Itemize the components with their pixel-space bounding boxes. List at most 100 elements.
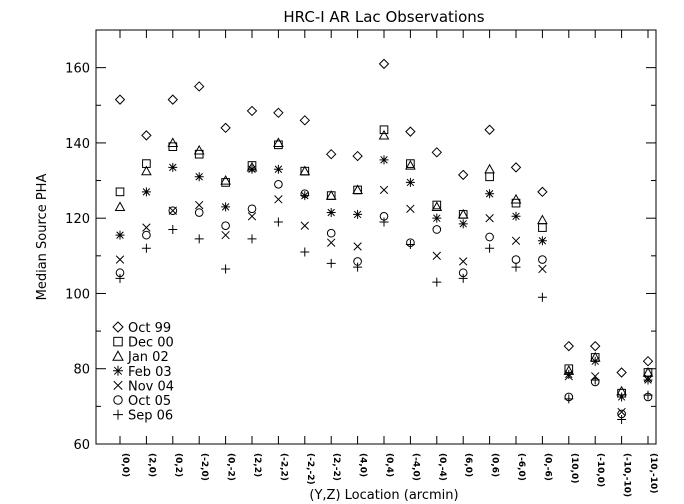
data-point	[142, 223, 151, 232]
data-point	[485, 243, 495, 253]
data-point	[642, 355, 654, 367]
data-point	[484, 163, 495, 174]
y-tick-label: 100	[65, 287, 90, 302]
data-point	[325, 190, 337, 200]
data-point	[432, 251, 441, 260]
x-tick-label: (0,2)	[173, 453, 183, 477]
data-point	[538, 223, 547, 232]
x-tick-label: (-10,-10)	[622, 453, 632, 497]
legend-marker	[113, 365, 123, 376]
data-point	[353, 242, 362, 251]
x-tick-label: (-2,-2)	[305, 453, 315, 485]
data-point	[353, 262, 363, 272]
data-point	[510, 193, 522, 204]
data-point	[537, 214, 548, 225]
data-point	[431, 147, 443, 158]
data-point	[617, 415, 627, 425]
data-point	[405, 126, 416, 137]
data-point	[617, 407, 626, 417]
data-point	[510, 162, 522, 173]
data-point	[141, 187, 151, 197]
data-point	[327, 238, 336, 247]
legend-marker	[113, 409, 123, 420]
data-point	[616, 367, 627, 378]
data-point	[406, 204, 415, 213]
data-point	[564, 372, 573, 381]
legend-marker	[113, 380, 123, 391]
data-point	[485, 232, 494, 242]
data-point	[406, 159, 415, 168]
data-point	[273, 137, 284, 148]
legend-marker	[113, 336, 123, 347]
data-point	[405, 240, 415, 250]
legend-label: Sep 06	[128, 409, 173, 424]
data-point	[564, 394, 574, 404]
x-tick-label: (-2,2)	[278, 453, 288, 481]
data-point	[485, 172, 494, 182]
data-point	[326, 228, 336, 238]
data-point	[432, 225, 442, 234]
data-point	[485, 214, 494, 223]
data-point	[511, 262, 521, 272]
y-tick-label: 140	[65, 137, 90, 152]
legend-marker	[112, 321, 124, 333]
x-tick-label: (-2,0)	[199, 453, 209, 481]
data-point	[141, 130, 152, 141]
data-point	[300, 221, 309, 230]
series-dec-00	[115, 125, 653, 398]
data-point	[273, 107, 284, 119]
legend-marker	[113, 395, 123, 405]
data-point	[643, 390, 653, 400]
legend-marker	[112, 350, 124, 361]
x-tick-label: (6,0)	[463, 453, 473, 477]
data-point	[194, 172, 204, 182]
data-point	[563, 340, 575, 352]
data-point	[220, 122, 231, 134]
legend-label: Oct 05	[128, 394, 171, 409]
data-point	[246, 105, 258, 117]
data-point	[352, 150, 363, 162]
data-point	[379, 155, 389, 165]
data-point	[378, 58, 390, 70]
y-tick-label: 80	[73, 363, 90, 378]
data-point	[274, 195, 283, 204]
legend-label: Feb 03	[128, 365, 172, 380]
x-tick-label: (0,-6)	[542, 453, 552, 481]
data-point	[590, 375, 600, 385]
series-sep-06	[115, 217, 653, 425]
data-point	[300, 189, 310, 199]
y-axis-label: Median Source PHA	[35, 174, 50, 301]
data-point	[485, 189, 495, 199]
data-point	[431, 201, 443, 211]
data-point	[273, 164, 283, 174]
x-tick-label: (0,6)	[490, 453, 500, 477]
data-point	[457, 208, 469, 219]
data-point	[168, 224, 178, 234]
data-point	[195, 200, 204, 210]
data-point	[247, 204, 257, 214]
data-point	[274, 140, 283, 150]
series-oct-05	[115, 179, 653, 419]
data-point	[353, 209, 363, 219]
x-tick-label: (-4,0)	[410, 453, 420, 481]
data-point	[537, 292, 547, 302]
data-point	[221, 264, 231, 274]
data-point	[538, 264, 547, 274]
data-point	[194, 208, 204, 217]
x-tick-label: (-6,0)	[516, 453, 526, 481]
data-point	[220, 175, 231, 185]
data-point	[589, 340, 601, 352]
data-point	[193, 144, 205, 155]
data-point	[432, 213, 442, 223]
data-point	[643, 375, 653, 385]
data-point	[459, 257, 468, 266]
data-point	[167, 94, 179, 105]
data-point	[168, 162, 178, 172]
data-point	[300, 247, 310, 257]
series-oct-99	[114, 58, 654, 378]
data-point	[617, 392, 627, 402]
data-point	[643, 373, 653, 383]
series-feb-03	[115, 155, 653, 402]
data-point	[379, 125, 389, 135]
